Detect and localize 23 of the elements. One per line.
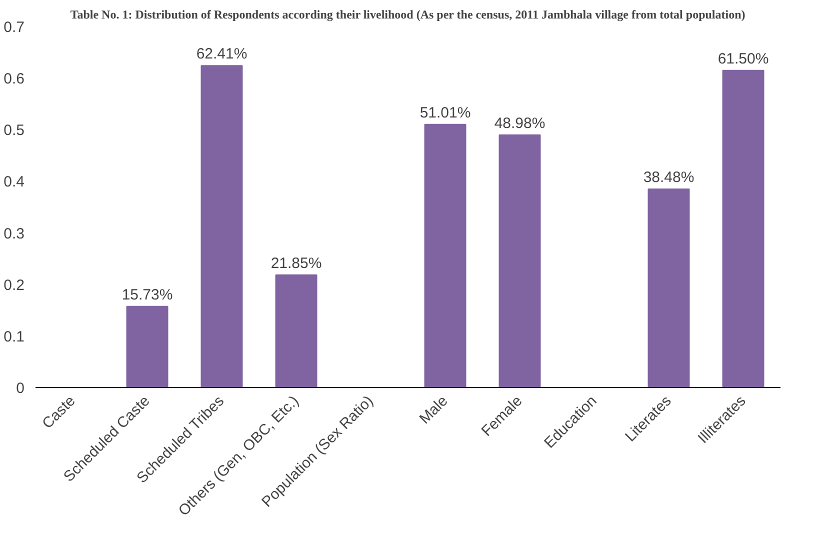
data-label: 15.73% <box>122 286 173 304</box>
data-label: 62.41% <box>196 46 248 63</box>
y-tick-label: 0.3 <box>4 225 25 242</box>
y-tick-label: 0 <box>16 380 24 397</box>
bar <box>200 65 243 388</box>
bar <box>126 306 168 388</box>
bar <box>424 124 466 388</box>
y-tick-label: 0.6 <box>4 70 25 88</box>
y-tick-label: 0.1 <box>4 328 25 346</box>
bar <box>648 188 690 388</box>
data-label: 38.48% <box>643 169 694 186</box>
data-label: 48.98% <box>494 114 546 132</box>
y-tick-label: 0.7 <box>4 19 25 36</box>
chart-title: Table No. 1: Distribution of Respondents according their livelihood (As per the census, 2011 Jambhala village from total population) <box>70 8 746 22</box>
bar <box>275 274 318 388</box>
y-tick-label: 0.5 <box>4 122 25 140</box>
data-label: 21.85% <box>270 254 322 272</box>
y-tick-label: 0.2 <box>4 276 25 294</box>
data-label: 51.01% <box>420 104 471 122</box>
bar <box>498 134 541 388</box>
data-label: 61.50% <box>718 50 769 68</box>
bar <box>722 70 764 388</box>
y-tick-label: 0.4 <box>4 174 25 191</box>
